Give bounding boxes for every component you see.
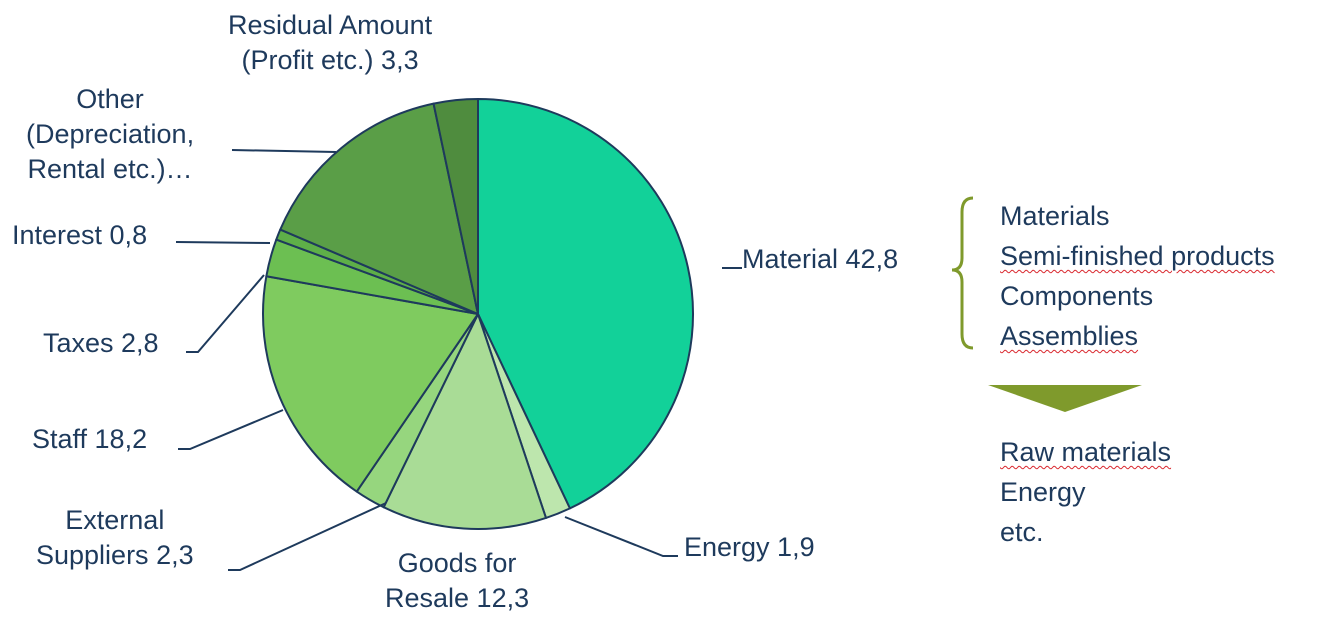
- leader-line: [178, 409, 284, 450]
- slice-label: Energy 1,9: [684, 530, 815, 565]
- curly-brace-icon: [951, 196, 974, 350]
- slice-label: Residual Amount (Profit etc.) 3,3: [228, 8, 432, 78]
- slice-label-line: Suppliers 2,3: [36, 540, 194, 570]
- slice-label-line: Other: [76, 84, 144, 114]
- slice-label-line: (Depreciation,: [26, 119, 195, 149]
- pie-slice: [382, 313, 547, 530]
- pie-slice: [432, 98, 479, 315]
- pie-slice: [477, 98, 695, 510]
- slice-label-line: Energy 1,9: [684, 532, 815, 562]
- derived-item: Raw materials: [1000, 437, 1172, 467]
- slice-label-line: (Profit etc.) 3,3: [241, 45, 419, 75]
- slice-label: Other (Depreciation, Rental etc.)…: [26, 82, 194, 187]
- material-breakdown-list: Materials Semi-finished products Compone…: [1000, 196, 1275, 356]
- derived-items-list: Raw materials Energy etc.: [1000, 432, 1171, 552]
- slice-label-line: Goods for: [397, 548, 517, 578]
- slice-label-line: Resale 12,3: [385, 583, 530, 613]
- leader-line: [231, 149, 337, 153]
- material-item: Assemblies: [1000, 321, 1139, 351]
- slice-label-line: Staff 18,2: [32, 424, 148, 454]
- slice-label-line: Taxes 2,8: [43, 328, 159, 358]
- slice-label: Material 42,8: [742, 242, 898, 277]
- slice-label: External Suppliers 2,3: [36, 503, 194, 573]
- derived-item: etc.: [1000, 517, 1044, 547]
- slice-label-line: Residual Amount: [228, 10, 433, 40]
- material-item: Semi-finished products: [1000, 241, 1275, 271]
- pie-slice: [262, 275, 479, 493]
- slice-label-line: Rental etc.)…: [27, 154, 193, 184]
- derived-item: Energy: [1000, 477, 1086, 507]
- leader-line: [228, 502, 387, 571]
- leader-line: [186, 274, 265, 353]
- slice-label-line: Interest 0,8: [12, 220, 148, 250]
- leader-line: [175, 241, 271, 244]
- slice-label: Taxes 2,8: [43, 326, 159, 361]
- slice-label-line: External: [65, 505, 165, 535]
- slice-label: Interest 0,8: [12, 218, 147, 253]
- slice-label-line: Material 42,8: [742, 244, 899, 274]
- material-item: Components: [1000, 281, 1154, 311]
- slice-label: Staff 18,2: [32, 422, 147, 457]
- leader-line: [564, 516, 678, 557]
- material-item: Materials: [1000, 201, 1110, 231]
- pie-slice: [279, 102, 479, 315]
- slice-label: Goods for Resale 12,3: [385, 546, 529, 616]
- down-arrow-icon: [988, 385, 1142, 412]
